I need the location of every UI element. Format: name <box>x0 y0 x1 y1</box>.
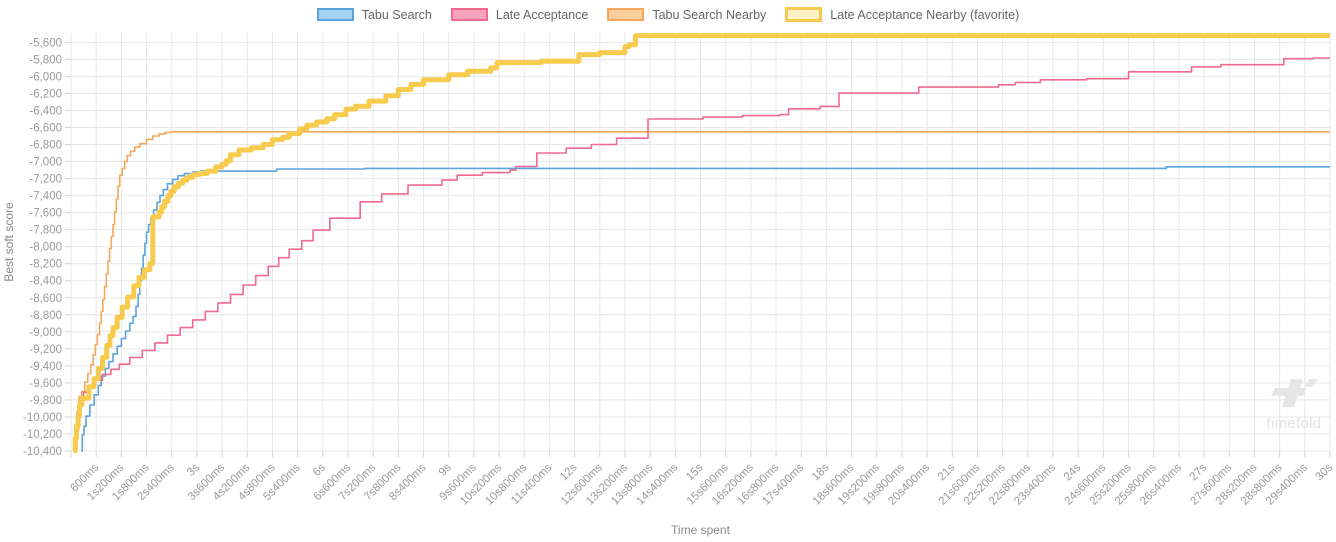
y-tick-label: -6,200 <box>29 88 62 100</box>
y-tick-label: -9,200 <box>29 344 62 356</box>
y-tick-label: -7,000 <box>29 157 62 169</box>
legend-label: Late Acceptance Nearby (favorite) <box>830 7 1020 22</box>
series-line-tabu-search[interactable] <box>81 166 1330 452</box>
legend-label: Late Acceptance <box>495 7 589 22</box>
y-tick-label: -8,200 <box>29 259 62 271</box>
y-tick-label: -6,000 <box>29 71 62 83</box>
y-tick-label: -9,400 <box>29 361 62 373</box>
x-tick-label: 3s <box>185 461 202 478</box>
x-tick-label: 15s <box>684 461 706 483</box>
legend-swatch-late-acceptance-nearby-favorite <box>785 7 823 22</box>
y-tick-label: -9,000 <box>29 327 62 339</box>
y-tick-label: -8,600 <box>29 293 62 305</box>
legend-swatch-tabu-search <box>316 8 354 21</box>
y-tick-label: -5,600 <box>29 37 62 49</box>
legend-label: Tabu Search Nearby <box>652 7 767 22</box>
legend-item-tabu-search[interactable]: Tabu Search <box>316 7 432 22</box>
x-tick-label: 12s <box>558 461 580 483</box>
x-tick-label: 18s <box>810 461 832 483</box>
y-tick-label: -10,400 <box>23 446 62 458</box>
legend-item-late-acceptance[interactable]: Late Acceptance <box>450 7 589 22</box>
x-tick-label: 6s <box>311 461 328 478</box>
y-tick-label: -7,800 <box>29 225 62 237</box>
x-tick-label: 27s <box>1188 461 1210 483</box>
legend-item-tabu-search-nearby[interactable]: Tabu Search Nearby <box>607 8 766 22</box>
y-tick-label: -8,400 <box>29 276 62 288</box>
y-tick-label: -6,600 <box>29 122 62 134</box>
chart-legend: Tabu Search Late Acceptance Tabu Search Ne… <box>0 7 1336 22</box>
y-tick-label: -8,800 <box>29 310 62 322</box>
legend-swatch-late-acceptance <box>450 8 488 21</box>
y-tick-label: -8,000 <box>29 242 62 254</box>
y-tick-label: -5,800 <box>29 54 62 66</box>
y-tick-label: -7,200 <box>29 174 62 186</box>
y-tick-label: -6,800 <box>29 140 62 152</box>
timefold-watermark-text: timefold <box>1266 415 1322 432</box>
y-axis-title: Best soft score <box>2 202 16 282</box>
y-tick-label: -7,400 <box>29 191 62 203</box>
series-line-late-acceptance-nearby-favorite[interactable] <box>72 33 1330 454</box>
y-tick-label: -10,000 <box>23 412 62 424</box>
series-line-late-acceptance[interactable] <box>75 57 1330 451</box>
x-tick-label: 21s <box>936 461 958 483</box>
y-tick-label: -10,200 <box>23 429 62 441</box>
timefold-watermark: timefold <box>1256 378 1332 432</box>
y-tick-label: -9,600 <box>29 378 62 390</box>
legend-label: Tabu Search <box>361 7 432 22</box>
y-tick-label: -7,600 <box>29 208 62 220</box>
legend-swatch-tabu-search-nearby <box>607 8 645 21</box>
x-tick-label: 9s <box>437 461 454 478</box>
y-tick-label: -6,400 <box>29 105 62 117</box>
series-line-tabu-search-nearby[interactable] <box>73 131 1330 451</box>
timefold-logo-icon <box>1271 379 1318 407</box>
x-tick-label: 24s <box>1062 461 1084 483</box>
legend-item-late-acceptance-nearby-favorite[interactable]: Late Acceptance Nearby (favorite) <box>785 7 1019 22</box>
x-axis-title: Time spent <box>671 523 730 537</box>
x-tick-label: 30s <box>1314 461 1336 483</box>
y-tick-label: -9,800 <box>29 395 62 407</box>
